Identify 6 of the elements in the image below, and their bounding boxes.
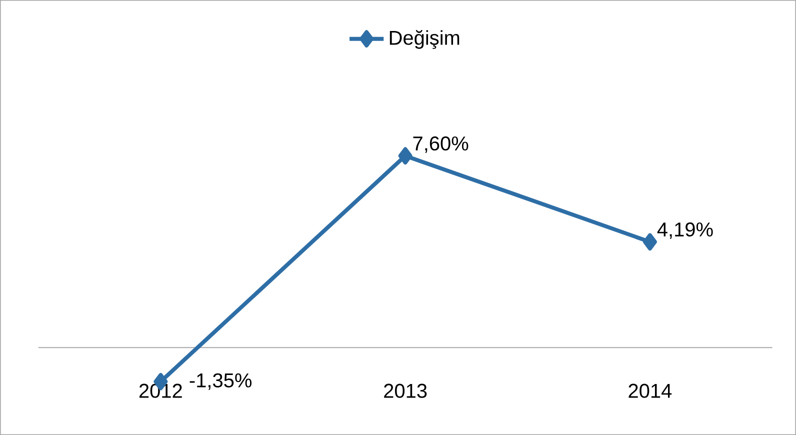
legend-label: Değişim xyxy=(390,30,460,49)
data-label: -1,35% xyxy=(190,373,252,390)
x-tick-label: 2014 xyxy=(628,384,672,398)
x-tick-label: 2013 xyxy=(384,384,427,398)
data-label: 7,60% xyxy=(413,136,468,153)
data-label: 4,19% xyxy=(657,222,713,239)
